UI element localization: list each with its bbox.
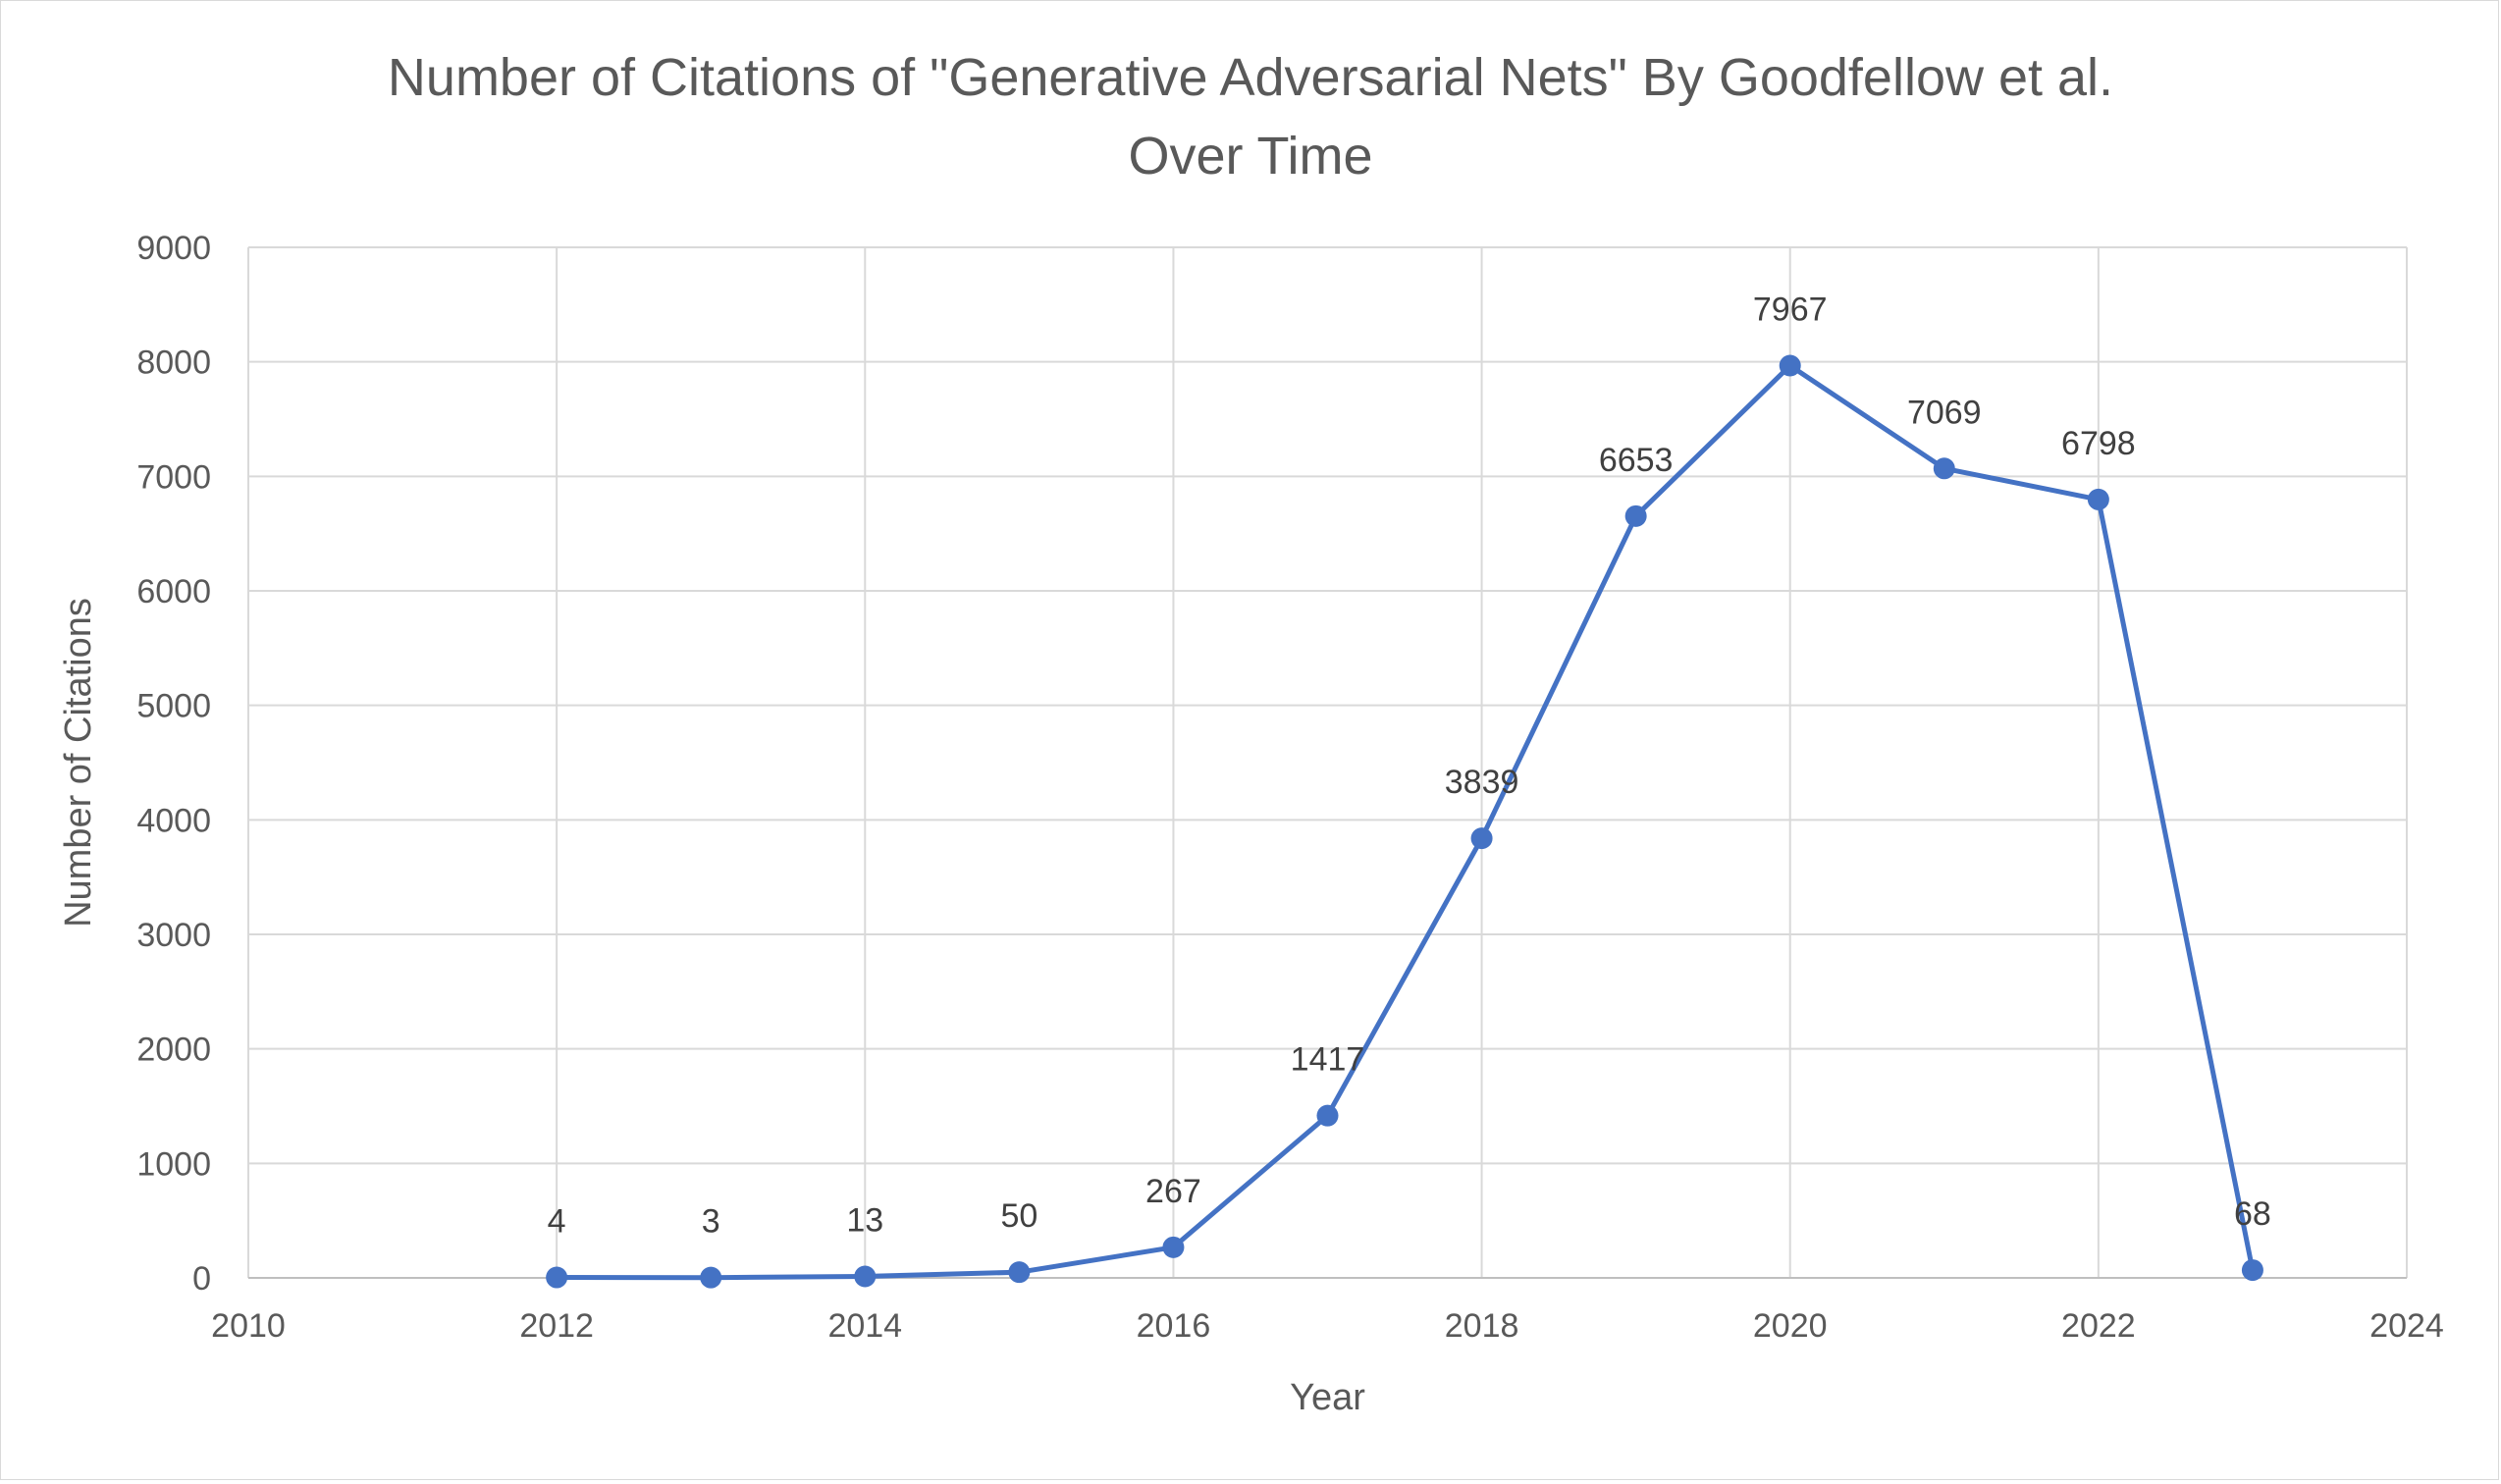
y-tick-label-3000: 3000 — [136, 917, 211, 954]
gridlines — [247, 246, 2408, 1279]
x-tick-label-2016: 2016 — [1137, 1307, 1211, 1345]
data-point-2018 — [1470, 827, 1493, 850]
data-label-2016: 267 — [1145, 1173, 1201, 1210]
data-label-2012: 4 — [548, 1203, 566, 1241]
data-label-2020: 7967 — [1753, 292, 1828, 329]
data-label-2018: 3839 — [1445, 764, 1519, 801]
data-point-2014 — [854, 1265, 877, 1288]
data-labels: 4 3 13 50 267 1417 3839 6653 7967 7069 6798 68 — [548, 292, 2271, 1241]
x-tick-label-2020: 2020 — [1753, 1307, 1828, 1345]
data-label-2013: 3 — [702, 1203, 720, 1241]
data-label-2015: 50 — [1000, 1197, 1038, 1235]
x-axis-title: Year — [1290, 1377, 1365, 1418]
data-point-2016 — [1162, 1236, 1185, 1258]
y-axis-title: Number of Citations — [58, 598, 99, 928]
y-tick-label-0: 0 — [192, 1260, 211, 1298]
y-tick-label-4000: 4000 — [136, 802, 211, 839]
data-point-2015 — [1008, 1261, 1031, 1284]
x-tick-label-2018: 2018 — [1445, 1307, 1519, 1345]
chart-title: Number of Citations of "Generative Adver… — [387, 48, 2114, 107]
data-point-2013 — [700, 1266, 722, 1289]
data-point-2022 — [2087, 488, 2109, 510]
series-line — [557, 363, 2256, 1281]
x-tick-label-2012: 2012 — [519, 1307, 594, 1345]
data-label-2023: 68 — [2234, 1195, 2271, 1233]
y-tick-label-5000: 5000 — [136, 688, 211, 725]
data-label-2021: 7069 — [1907, 394, 1982, 431]
data-label-2017: 1417 — [1291, 1041, 1365, 1079]
x-tick-label-2014: 2014 — [827, 1307, 902, 1345]
x-tick-labels: 2010 2012 2014 2016 2018 2020 2022 2024 — [211, 1307, 2444, 1345]
y-tick-label-1000: 1000 — [136, 1145, 211, 1183]
series-citations — [546, 354, 2263, 1289]
data-label-2014: 13 — [846, 1201, 883, 1239]
data-label-2019: 6653 — [1599, 442, 1674, 479]
x-tick-label-2024: 2024 — [2369, 1307, 2444, 1345]
data-point-2021 — [1933, 457, 1955, 480]
y-tick-labels: 0 1000 2000 3000 4000 5000 6000 7000 8000 9000 — [136, 230, 211, 1298]
chart-subtitle: Over Time — [1128, 127, 1373, 186]
y-tick-label-9000: 9000 — [136, 230, 211, 267]
y-tick-label-6000: 6000 — [136, 573, 211, 610]
data-point-2017 — [1316, 1104, 1339, 1127]
x-tick-label-2010: 2010 — [211, 1307, 286, 1345]
x-tick-label-2022: 2022 — [2061, 1307, 2136, 1345]
data-label-2022: 6798 — [2061, 425, 2136, 462]
data-point-2012 — [546, 1266, 568, 1289]
y-tick-label-8000: 8000 — [136, 344, 211, 382]
y-tick-label-2000: 2000 — [136, 1032, 211, 1069]
y-tick-label-7000: 7000 — [136, 458, 211, 496]
data-point-2020 — [1779, 354, 1801, 377]
data-point-2023 — [2241, 1259, 2263, 1282]
data-point-2019 — [1624, 504, 1647, 527]
